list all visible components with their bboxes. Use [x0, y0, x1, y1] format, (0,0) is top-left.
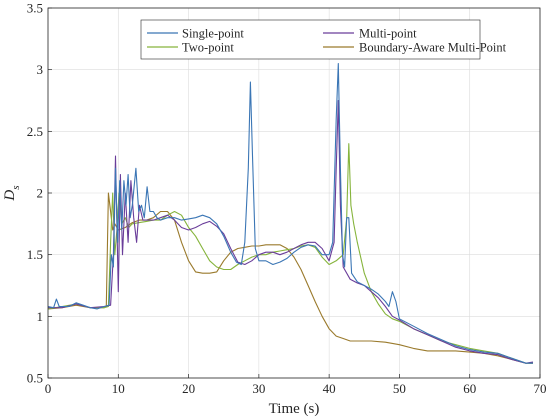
x-tick-label: 40	[323, 381, 336, 396]
legend-label-single-point: Single-point	[182, 27, 244, 41]
y-tick-label: 3.5	[27, 1, 43, 16]
y-axis-label-group: Ds	[2, 185, 22, 201]
legend-box	[140, 19, 481, 60]
ticks: 0 10 20 30 40 50 60 70 0.5 1 1.5 2 2.5 3 3.5	[27, 1, 547, 397]
y-axis-label-subscript: s	[10, 185, 22, 189]
x-tick-label: 0	[45, 381, 52, 396]
y-tick-label: 1.5	[27, 247, 43, 262]
x-tick-label: 10	[112, 381, 125, 396]
x-tick-label: 70	[534, 381, 547, 396]
y-tick-label: 2.5	[27, 124, 43, 139]
legend-label-boundary-aware: Boundary-Aware Multi-Point	[359, 41, 507, 55]
x-tick-label: 20	[182, 381, 195, 396]
y-tick-label: 3	[37, 62, 44, 77]
x-tick-label: 50	[393, 381, 406, 396]
y-tick-label: 1	[37, 309, 44, 324]
x-tick-label: 60	[463, 381, 476, 396]
y-tick-label: 2	[37, 186, 44, 201]
legend-label-multi-point: Multi-point	[359, 27, 417, 41]
x-tick-label: 30	[252, 381, 265, 396]
legend: Single-point Multi-point Two-point Bound…	[140, 19, 507, 60]
series-line-single-point	[47, 62, 533, 364]
y-axis-label: Ds	[2, 185, 22, 201]
plot-area	[47, 62, 534, 364]
y-axis-label-main: D	[2, 190, 18, 202]
y-tick-label: 0.5	[27, 371, 43, 386]
legend-label-two-point: Two-point	[182, 41, 234, 55]
x-axis-label: Time (s)	[269, 401, 320, 417]
